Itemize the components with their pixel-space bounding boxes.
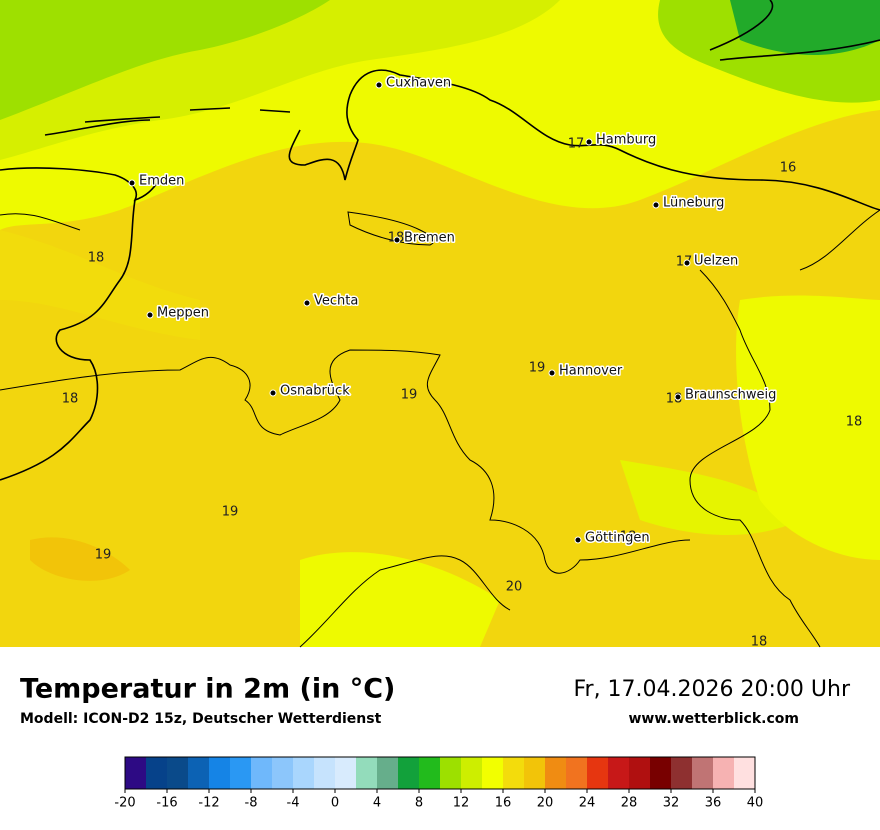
colorbar-tick-label: -4 bbox=[287, 796, 300, 811]
colorbar-bin bbox=[608, 757, 629, 789]
city-label: Bremen bbox=[404, 231, 455, 246]
city-dot bbox=[269, 389, 277, 397]
temperature-label: 18 bbox=[751, 635, 768, 650]
state-borders bbox=[0, 209, 880, 648]
city-dot bbox=[375, 81, 383, 89]
colorbar-bin bbox=[734, 757, 755, 789]
colorbar-bin bbox=[272, 757, 293, 789]
temperature-label: 18 bbox=[846, 415, 863, 430]
colorbar-bin bbox=[587, 757, 608, 789]
city-label: Göttingen bbox=[585, 531, 650, 546]
colorbar-tick-label: 36 bbox=[705, 796, 722, 811]
city-label: Hannover bbox=[559, 364, 623, 379]
colorbar-bin bbox=[314, 757, 335, 789]
colorbar-tick-label: 16 bbox=[495, 796, 512, 811]
coastlines bbox=[0, 0, 880, 481]
city-dot bbox=[146, 311, 154, 319]
city-label: Emden bbox=[139, 174, 184, 189]
temperature-label: 18 bbox=[88, 251, 105, 266]
temperature-label: 19 bbox=[529, 361, 546, 376]
colorbar-tick-label: -20 bbox=[114, 796, 135, 811]
colorbar-bin bbox=[356, 757, 377, 789]
colorbar-bin bbox=[293, 757, 314, 789]
colorbar-bin bbox=[209, 757, 230, 789]
city-dot bbox=[303, 299, 311, 307]
colorbar-bin bbox=[566, 757, 587, 789]
temperature-label: 18 bbox=[62, 392, 79, 407]
colorbar-bin bbox=[146, 757, 167, 789]
temperature-label: 19 bbox=[95, 548, 112, 563]
colorbar-tick-label: 40 bbox=[747, 796, 764, 811]
colorbar-bin bbox=[398, 757, 419, 789]
colorbar-bin bbox=[230, 757, 251, 789]
temperature-label: 19 bbox=[222, 505, 239, 520]
colorbar-tick-label: 0 bbox=[331, 796, 339, 811]
valid-time: Fr, 17.04.2026 20:00 Uhr bbox=[573, 677, 850, 702]
city-label: Vechta bbox=[314, 294, 358, 309]
colorbar-bin bbox=[629, 757, 650, 789]
temperature-label: 16 bbox=[780, 161, 797, 176]
city-label: Uelzen bbox=[694, 254, 738, 269]
city-label: Cuxhaven bbox=[386, 76, 451, 91]
colorbar-bin bbox=[545, 757, 566, 789]
website: www.wetterblick.com bbox=[629, 711, 800, 727]
colorbar-bin bbox=[524, 757, 545, 789]
colorbar-bin bbox=[125, 757, 146, 789]
colorbar-bin bbox=[482, 757, 503, 789]
city-label: Lüneburg bbox=[663, 196, 724, 211]
city-dot bbox=[574, 536, 582, 544]
city-dot bbox=[683, 259, 691, 267]
city-label: Hamburg bbox=[596, 133, 656, 148]
colorbar-tick-label: 24 bbox=[579, 796, 596, 811]
temperature-label: 20 bbox=[506, 580, 523, 595]
colorbar-bin bbox=[188, 757, 209, 789]
colorbar-bin bbox=[671, 757, 692, 789]
city-dot bbox=[393, 236, 401, 244]
colorbar-tick-label: -16 bbox=[156, 796, 177, 811]
colorbar-tick-label: 4 bbox=[373, 796, 381, 811]
colorbar-bin bbox=[335, 757, 356, 789]
temperature-label: 18 bbox=[620, 530, 637, 545]
map-labels: 171618181719181918181918192018CuxhavenHa… bbox=[62, 74, 863, 650]
colorbar-bin bbox=[713, 757, 734, 789]
city-dot bbox=[585, 138, 593, 146]
map-background bbox=[0, 0, 880, 647]
colorbar-bin bbox=[440, 757, 461, 789]
colorbar-bin bbox=[167, 757, 188, 789]
colorbar-tick-label: 20 bbox=[537, 796, 554, 811]
colorbar-tick-label: 12 bbox=[453, 796, 470, 811]
city-label: Meppen bbox=[157, 306, 209, 321]
temperature-label: 17 bbox=[568, 137, 585, 152]
colorbar-bin bbox=[419, 757, 440, 789]
colorbar-bin bbox=[251, 757, 272, 789]
city-dot bbox=[652, 201, 660, 209]
colorbar-bin bbox=[503, 757, 524, 789]
city-label: Braunschweig bbox=[685, 388, 776, 403]
city-dot bbox=[548, 369, 556, 377]
city-dot bbox=[128, 179, 136, 187]
colorbar-tick-label: -12 bbox=[198, 796, 219, 811]
city-dot bbox=[674, 393, 682, 401]
colorbar-tick-label: 28 bbox=[621, 796, 638, 811]
colorbar-bin bbox=[650, 757, 671, 789]
colorbar: -20 -16 -12 -8 -4 0 4 8 12 16 20 24 28 32 36 40 bbox=[114, 756, 764, 811]
colorbar-bin bbox=[461, 757, 482, 789]
colorbar-bin bbox=[692, 757, 713, 789]
city-label: Osnabrück bbox=[280, 384, 350, 399]
title: Temperatur in 2m (in °C) bbox=[20, 674, 395, 705]
colorbar-tick-label: 32 bbox=[663, 796, 680, 811]
colorbar-bin bbox=[377, 757, 398, 789]
colorbar-frame bbox=[124, 756, 756, 790]
colorbar-tick-label: 8 bbox=[415, 796, 423, 811]
colorbar-tick-label: -8 bbox=[245, 796, 258, 811]
temperature-label: 19 bbox=[401, 388, 418, 403]
model-info: Modell: ICON-D2 15z, Deutscher Wetterdie… bbox=[20, 711, 382, 727]
